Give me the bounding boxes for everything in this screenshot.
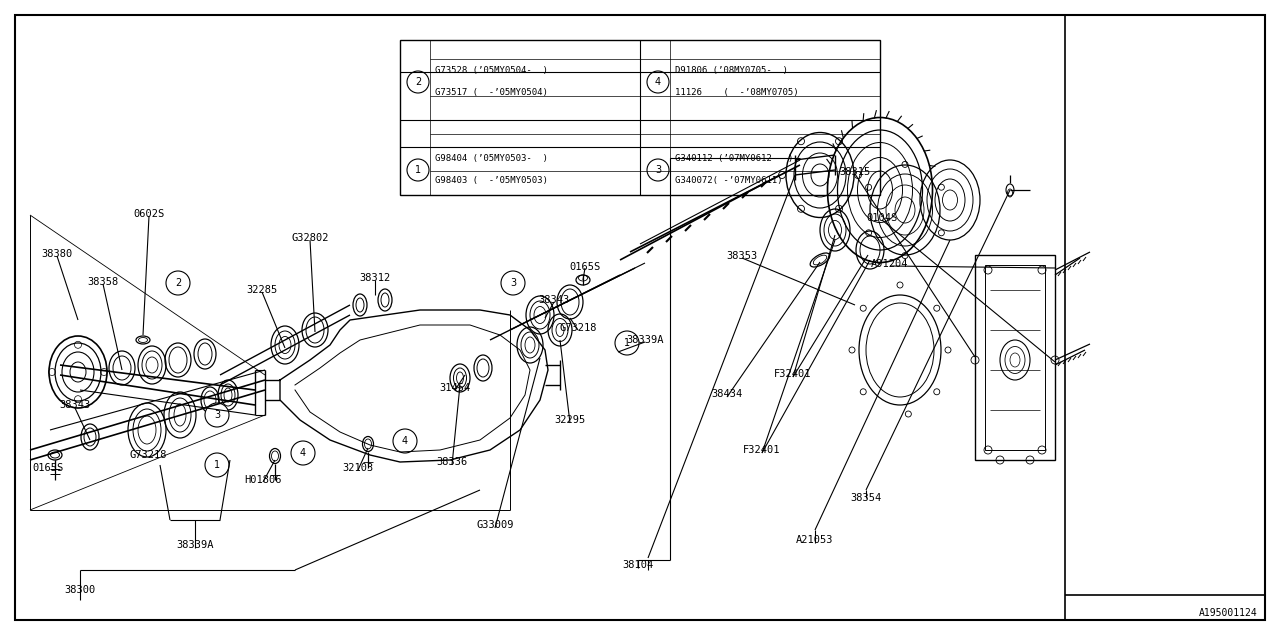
Text: G340112 (’07MY0612-  ): G340112 (’07MY0612- ) xyxy=(675,154,794,163)
Text: G73517 (  -’05MY0504): G73517 ( -’05MY0504) xyxy=(435,88,548,97)
Text: G98403 (  -’05MY0503): G98403 ( -’05MY0503) xyxy=(435,177,548,186)
Text: G98404 (’05MY0503-  ): G98404 (’05MY0503- ) xyxy=(435,154,548,163)
Text: 4: 4 xyxy=(655,77,660,87)
Text: G32802: G32802 xyxy=(292,233,329,243)
Circle shape xyxy=(407,159,429,181)
Text: 4: 4 xyxy=(300,448,306,458)
Circle shape xyxy=(205,453,229,477)
Text: 1: 1 xyxy=(415,165,421,175)
Text: 32285: 32285 xyxy=(246,285,278,295)
Bar xyxy=(399,40,881,195)
Text: 0165S: 0165S xyxy=(32,463,64,473)
Circle shape xyxy=(166,271,189,295)
Text: 38339A: 38339A xyxy=(626,335,664,345)
Text: 4: 4 xyxy=(402,436,408,446)
Text: 3: 3 xyxy=(214,410,220,420)
Text: A195001124: A195001124 xyxy=(1199,608,1258,618)
Text: 38343: 38343 xyxy=(59,400,91,410)
Text: 11126    (  -’08MY0705): 11126 ( -’08MY0705) xyxy=(675,88,799,97)
Circle shape xyxy=(646,159,669,181)
Text: 38380: 38380 xyxy=(41,249,73,259)
Text: 38300: 38300 xyxy=(64,585,96,595)
Text: 1: 1 xyxy=(214,460,220,470)
Circle shape xyxy=(291,441,315,465)
Circle shape xyxy=(205,403,229,427)
Text: F32401: F32401 xyxy=(744,445,781,455)
Text: 38434: 38434 xyxy=(712,389,742,399)
Text: G73218: G73218 xyxy=(559,323,596,333)
Text: 38339A: 38339A xyxy=(177,540,214,550)
Text: A21053: A21053 xyxy=(796,535,833,545)
Circle shape xyxy=(393,429,417,453)
Text: 2: 2 xyxy=(415,77,421,87)
Text: 38312: 38312 xyxy=(360,273,390,283)
Text: 32103: 32103 xyxy=(342,463,374,473)
Text: 0165S: 0165S xyxy=(570,262,600,272)
Text: D91806 (’08MY0705-  ): D91806 (’08MY0705- ) xyxy=(675,65,788,74)
Bar xyxy=(1065,15,1265,620)
Text: 38358: 38358 xyxy=(87,277,119,287)
Circle shape xyxy=(614,331,639,355)
Circle shape xyxy=(646,71,669,93)
Text: H01806: H01806 xyxy=(244,475,282,485)
Text: 3: 3 xyxy=(509,278,516,288)
Text: 32295: 32295 xyxy=(554,415,586,425)
Circle shape xyxy=(407,71,429,93)
Text: 38336: 38336 xyxy=(436,457,467,467)
Text: G73218: G73218 xyxy=(129,450,166,460)
Text: 31454: 31454 xyxy=(439,383,471,393)
Text: 2: 2 xyxy=(175,278,182,288)
Text: 38343: 38343 xyxy=(539,295,570,305)
Text: 1: 1 xyxy=(623,338,630,348)
Text: 0104S: 0104S xyxy=(867,213,897,223)
Text: A91204: A91204 xyxy=(872,259,909,269)
Text: 38353: 38353 xyxy=(726,251,758,261)
Circle shape xyxy=(500,271,525,295)
Text: 38354: 38354 xyxy=(850,493,882,503)
Text: G73528 (’05MY0504-  ): G73528 (’05MY0504- ) xyxy=(435,65,548,74)
Bar xyxy=(975,255,1055,460)
Text: 3: 3 xyxy=(655,165,660,175)
Text: G340072( -’07MY0611): G340072( -’07MY0611) xyxy=(675,177,782,186)
Text: G33009: G33009 xyxy=(476,520,513,530)
Bar xyxy=(986,265,1044,450)
Text: 38104: 38104 xyxy=(622,560,654,570)
Text: 0602S: 0602S xyxy=(133,209,165,219)
Text: 38315: 38315 xyxy=(840,167,870,177)
Text: F32401: F32401 xyxy=(774,369,812,379)
